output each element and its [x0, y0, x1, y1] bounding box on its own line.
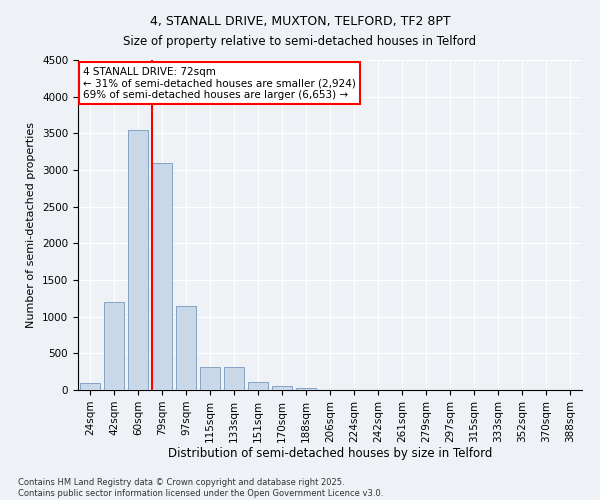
Bar: [152, 162, 172, 390]
Text: Contains HM Land Registry data © Crown copyright and database right 2025.
Contai: Contains HM Land Registry data © Crown c…: [18, 478, 383, 498]
X-axis label: Distribution of semi-detached houses by size in Telford: Distribution of semi-detached houses by …: [168, 448, 492, 460]
Bar: [176, 306, 196, 390]
Bar: [248, 382, 268, 390]
Bar: [272, 386, 292, 390]
Text: Size of property relative to semi-detached houses in Telford: Size of property relative to semi-detach…: [124, 35, 476, 48]
Bar: [128, 130, 148, 390]
Bar: [224, 366, 244, 390]
Bar: [200, 366, 220, 390]
Text: 4, STANALL DRIVE, MUXTON, TELFORD, TF2 8PT: 4, STANALL DRIVE, MUXTON, TELFORD, TF2 8…: [149, 15, 451, 28]
Bar: [296, 388, 316, 390]
Y-axis label: Number of semi-detached properties: Number of semi-detached properties: [26, 122, 37, 328]
Bar: [104, 302, 124, 390]
Bar: [80, 382, 100, 390]
Text: 4 STANALL DRIVE: 72sqm
← 31% of semi-detached houses are smaller (2,924)
69% of : 4 STANALL DRIVE: 72sqm ← 31% of semi-det…: [83, 66, 356, 100]
